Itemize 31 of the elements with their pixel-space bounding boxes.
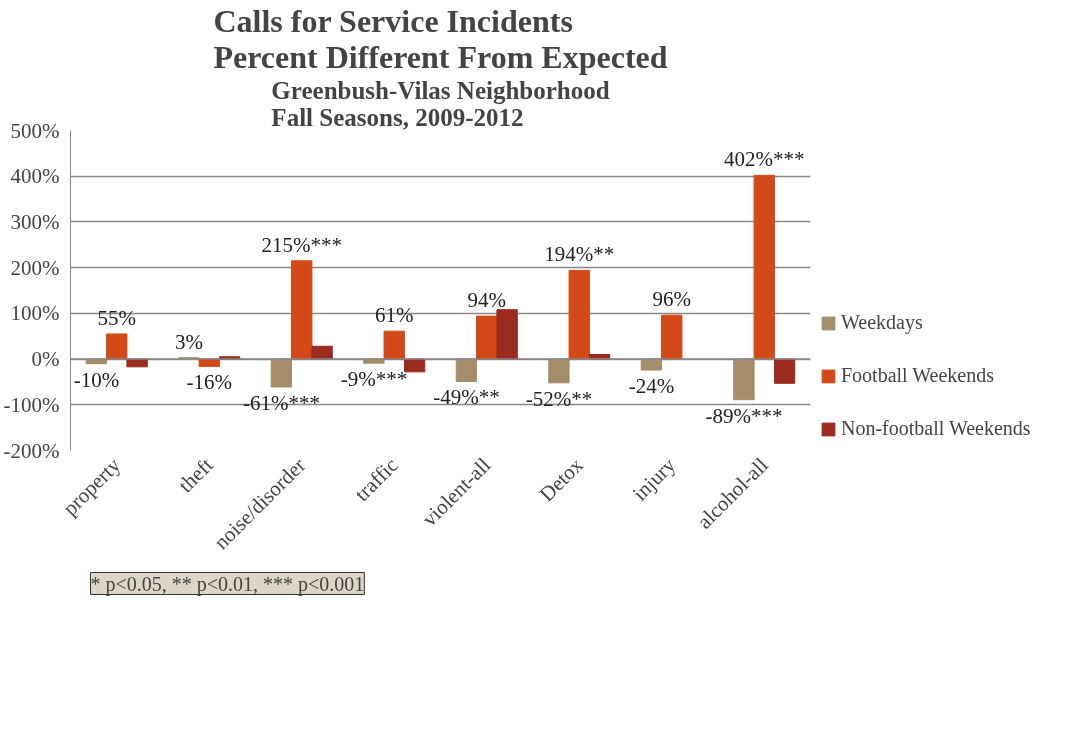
data-label: -16%: [186, 370, 233, 395]
data-label: -9%***: [340, 367, 408, 392]
y-tick-label: -200%: [3, 438, 60, 463]
legend-label: Weekdays: [841, 311, 923, 334]
data-label: 3%: [174, 329, 203, 354]
data-label: 61%: [375, 303, 414, 328]
data-label: 96%: [652, 287, 691, 312]
data-label: -10%: [73, 367, 120, 392]
data-label: 215%***: [261, 232, 342, 257]
legend-label: Football Weekends: [841, 364, 994, 387]
legend-label: Non-football Weekends: [841, 417, 1031, 440]
data-label: 55%: [97, 305, 136, 330]
y-tick-label: 200%: [10, 255, 60, 280]
y-tick-label: 400%: [10, 164, 60, 189]
data-label: -89%***: [705, 403, 783, 428]
y-tick-label: 100%: [10, 301, 60, 326]
chart-title: Calls for Service Incidents Percent Different From Expected: [213, 2, 668, 75]
chart-subtitle: Greenbush-Vilas Neighborhood Fall Seasons, 2009-2012: [271, 76, 610, 131]
data-label: 194%**: [544, 242, 615, 267]
y-tick-label: 300%: [10, 209, 60, 234]
data-label: 94%: [467, 288, 506, 313]
data-label: 402%***: [724, 147, 805, 172]
y-tick-label: -100%: [3, 392, 60, 417]
y-tick-label: 500%: [10, 118, 60, 143]
data-label: -24%: [628, 374, 675, 399]
y-tick-label: 0%: [31, 347, 60, 372]
data-label: -49%**: [433, 385, 500, 410]
data-label: -61%***: [242, 390, 320, 415]
x-tick-label: theft: [173, 452, 218, 498]
text: * p<0.05, ** p<0.01, *** p<0.001: [90, 572, 365, 596]
data-label: -52%**: [525, 386, 593, 411]
